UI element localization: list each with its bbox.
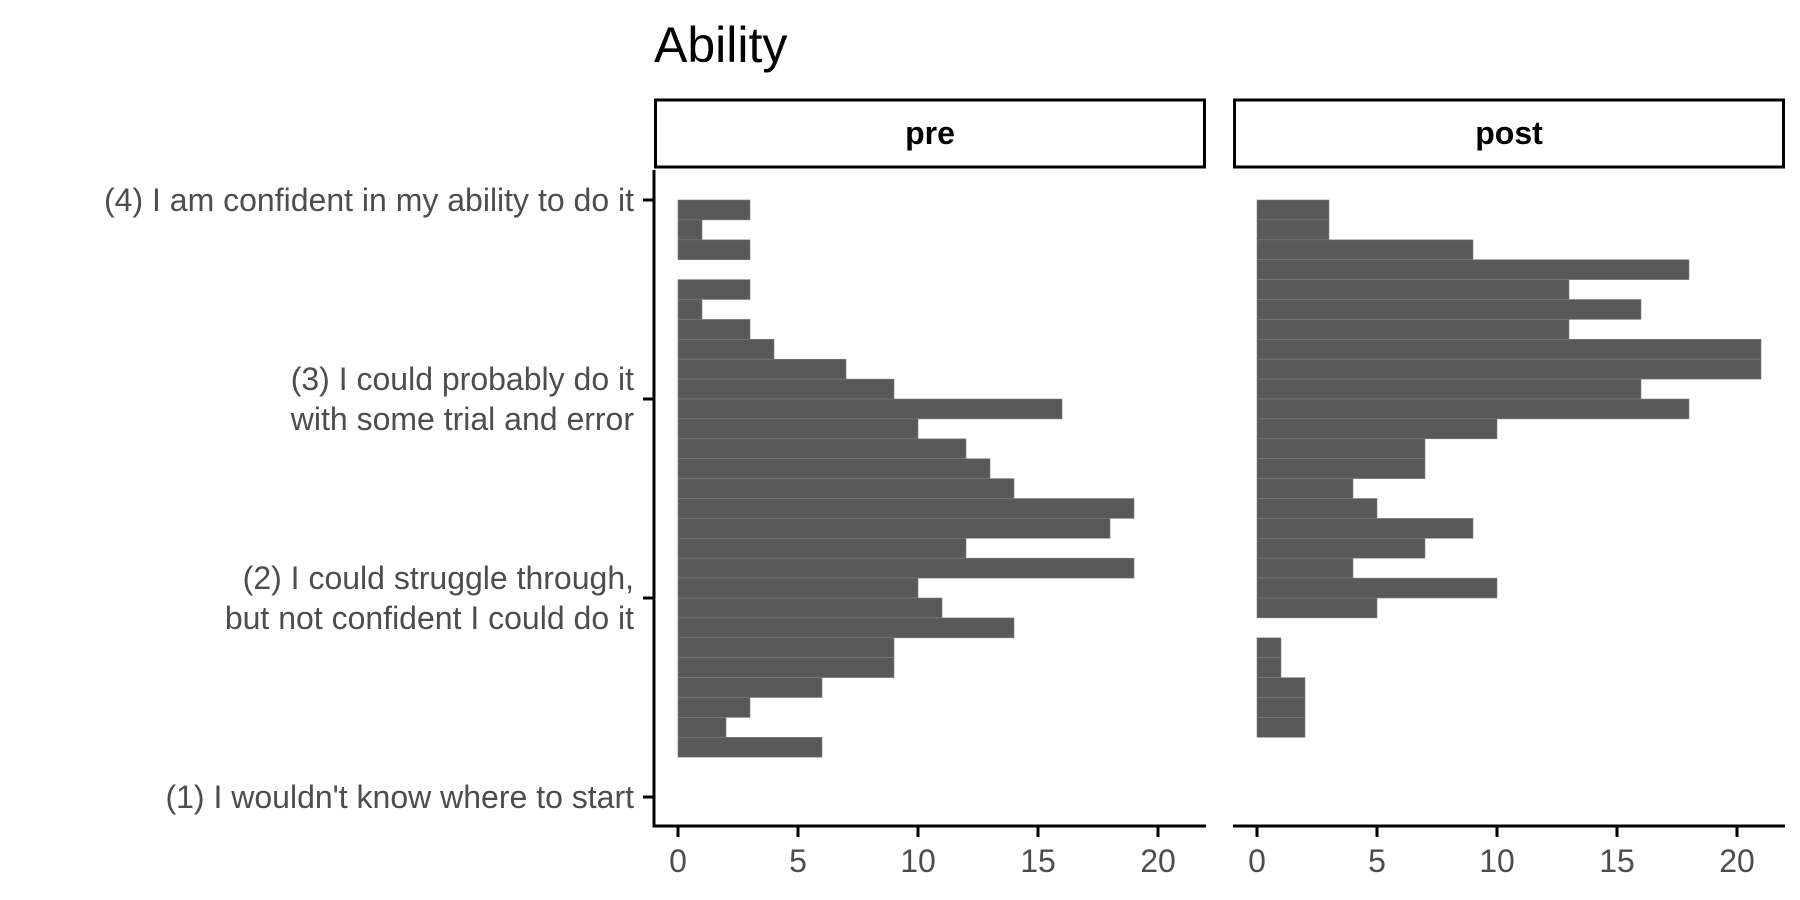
- bar-post: [1256, 717, 1306, 738]
- x-tick-label: 10: [900, 843, 936, 879]
- bar-post: [1256, 259, 1690, 280]
- bar-pre: [677, 319, 751, 340]
- y-axis-labels: (4) I am confident in my ability to do i…: [104, 182, 654, 815]
- y-tick-label: (2) I could struggle through,: [243, 560, 634, 596]
- bar-pre: [677, 677, 823, 698]
- x-tick-label: 15: [1599, 843, 1635, 879]
- bar-pre: [677, 199, 751, 221]
- bar-post: [1256, 458, 1426, 479]
- bar-pre: [677, 537, 967, 559]
- bar-pre: [677, 498, 1135, 519]
- bar-post: [1256, 438, 1426, 459]
- bar-post: [1256, 478, 1354, 499]
- bar-post: [1256, 418, 1498, 440]
- bar-post: [1256, 557, 1354, 579]
- y-tick-label: but not confident I could do it: [225, 600, 634, 636]
- bar-post: [1256, 358, 1762, 380]
- bar-post: [1256, 398, 1690, 420]
- bar-pre: [677, 239, 751, 261]
- bar-pre: [677, 657, 895, 678]
- bar-pre: [677, 418, 919, 440]
- bar-pre: [677, 518, 1111, 539]
- bar-post: [1256, 498, 1378, 519]
- bar-pre: [677, 398, 1063, 420]
- bar-pre: [677, 597, 943, 619]
- panel-pre: pre 0 5 10 15 20: [652, 98, 1206, 879]
- x-tick-label: 5: [1368, 843, 1386, 879]
- bar-post: [1256, 657, 1282, 678]
- bar-pre: [677, 338, 775, 360]
- bar-pre: [677, 617, 1015, 639]
- x-tick-label: 20: [1140, 843, 1176, 879]
- bar-post: [1256, 518, 1474, 539]
- bar-pre: [677, 299, 703, 320]
- bar-pre: [677, 478, 1015, 499]
- x-tick-label: 0: [669, 843, 687, 879]
- bar-post: [1256, 677, 1306, 698]
- bar-pre: [677, 717, 727, 738]
- bar-post: [1256, 219, 1330, 241]
- bar-post: [1256, 378, 1642, 400]
- bar-pre: [677, 358, 847, 380]
- facet-strip-pre: [654, 98, 1206, 169]
- bar-pre: [677, 378, 895, 400]
- bar-pre: [677, 219, 703, 241]
- x-tick-label: 0: [1248, 843, 1266, 879]
- bar-pre: [677, 736, 823, 758]
- bar-post: [1256, 299, 1642, 320]
- bar-post: [1256, 279, 1570, 300]
- bar-post: [1256, 637, 1282, 658]
- bar-pre: [677, 697, 751, 718]
- bar-pre: [677, 577, 919, 599]
- panel-post: post 0 5 10 15 20: [1233, 98, 1785, 879]
- y-tick-label: (4) I am confident in my ability to do i…: [104, 182, 634, 218]
- bar-post: [1256, 239, 1474, 261]
- x-tick-label: 10: [1479, 843, 1515, 879]
- x-tick-label: 15: [1020, 843, 1056, 879]
- facet-label-post: post: [1475, 115, 1543, 151]
- chart-title: Ability: [654, 17, 787, 73]
- bar-post: [1256, 577, 1498, 599]
- bar-pre: [677, 557, 1135, 579]
- y-tick-label: with some trial and error: [290, 401, 635, 437]
- bar-post: [1256, 597, 1378, 619]
- y-tick-label: (3) I could probably do it: [291, 361, 634, 397]
- bar-pre: [677, 637, 895, 658]
- bar-post: [1256, 697, 1306, 718]
- x-tick-label: 20: [1719, 843, 1755, 879]
- bar-post: [1256, 537, 1426, 559]
- bar-post: [1256, 199, 1330, 221]
- bar-pre: [677, 458, 991, 479]
- facet-strip-post: [1233, 98, 1785, 169]
- facet-panels: pre 0 5 10 15 20 post 0 5 10 15 20: [652, 98, 1785, 879]
- bar-post: [1256, 338, 1762, 360]
- y-tick-label: (1) I wouldn't know where to start: [165, 779, 634, 815]
- bar-pre: [677, 279, 751, 300]
- x-tick-label: 5: [789, 843, 807, 879]
- facet-label-pre: pre: [905, 115, 955, 151]
- bar-pre: [677, 438, 967, 459]
- bar-post: [1256, 319, 1570, 340]
